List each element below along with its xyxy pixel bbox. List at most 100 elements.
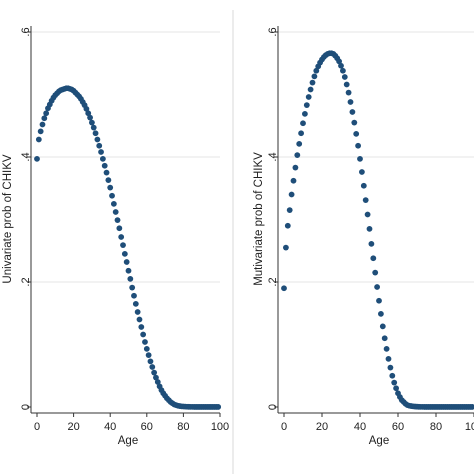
data-point [118,234,125,240]
data-point [305,94,312,100]
data-point [134,309,141,315]
data-point [298,130,304,137]
tick-labels: 0 .2 .4 .6 0 20 40 60 80 100 [267,27,474,433]
data-point [374,284,380,290]
data-point [120,242,126,249]
tick-labels: 0 .2 .4 .6 0 20 40 60 80 100 [20,27,229,433]
data-point [105,177,112,184]
data-point [345,89,352,96]
data-point [140,331,147,338]
data-point [393,385,399,392]
data-points [34,85,222,410]
data-point [110,200,117,207]
x-tick-label: 20 [67,421,79,433]
data-points [281,50,474,410]
data-point [338,62,344,69]
data-point [387,364,394,371]
data-point [41,115,48,122]
y-tick-label: 0 [20,404,32,410]
x-axis-title: Age [118,435,138,447]
data-point [39,121,46,128]
data-point [149,364,156,370]
data-point [302,110,308,117]
data-point [376,297,382,304]
data-point [286,207,293,214]
data-point [35,136,42,143]
data-point [99,155,106,162]
y-tick-label: .2 [20,277,32,286]
data-point [114,217,121,224]
data-point [96,142,103,149]
x-tick-label: 0 [34,421,40,433]
data-point [343,81,350,88]
data-point [353,130,360,137]
data-point [283,244,289,251]
data-point [92,130,99,137]
data-point [349,109,356,115]
data-point [383,345,390,352]
data-point [147,358,154,365]
data-point [94,136,101,143]
data-point [151,369,158,376]
data-point [340,67,346,74]
data-point [370,255,377,262]
data-point [83,105,90,112]
data-point [123,259,130,265]
x-axis-title: Age [369,435,389,447]
data-point [125,267,132,274]
y-tick-label: 0 [267,404,279,410]
y-tick-label: .6 [20,27,32,36]
data-point [107,184,114,191]
data-point [355,142,361,149]
data-point [145,352,152,359]
data-point [142,339,148,345]
x-tick-label: 0 [281,421,287,433]
panel-univariate: 0 .2 .4 .6 0 20 40 60 80 100 Age Univariate prob … [2,10,234,474]
data-point [294,152,301,159]
panel-multivariate: 0 .2 .4 .6 0 20 40 60 80 100 Age Mutivariate prob… [253,26,474,447]
y-tick-label: .6 [267,27,279,36]
data-point [366,225,373,232]
data-point [288,191,295,198]
data-point [215,404,222,410]
data-point [284,222,291,229]
data-point [389,372,396,379]
data-point [360,182,367,189]
data-point [469,404,474,410]
data-point [37,128,44,135]
data-point [292,164,299,171]
data-point [362,197,369,204]
data-point [381,335,388,342]
data-point [143,345,150,352]
x-tick-label: 40 [354,421,366,433]
data-point [372,269,379,276]
data-point [378,310,384,317]
data-point [300,120,306,127]
y-axis-title: Mutivariate prob of CHIKV [253,152,265,286]
data-point [385,355,392,362]
data-point [154,379,161,385]
data-point [281,285,287,292]
data-point [379,323,386,330]
data-point [359,169,365,175]
data-point [290,177,297,184]
data-point [131,292,137,299]
data-point [85,110,92,117]
data-point [336,58,342,65]
y-tick-label: .4 [20,152,32,161]
data-point [98,149,104,155]
data-point [129,284,136,291]
data-point [311,73,318,80]
data-point [90,124,97,131]
x-tick-label: 100 [211,421,229,433]
data-point [153,374,159,381]
data-point [296,140,303,147]
data-point [138,324,145,330]
data-point [357,155,363,162]
data-point [303,102,310,109]
data-point [307,86,314,93]
data-point [116,225,123,232]
x-tick-label: 100 [465,421,474,433]
data-point [101,162,108,169]
